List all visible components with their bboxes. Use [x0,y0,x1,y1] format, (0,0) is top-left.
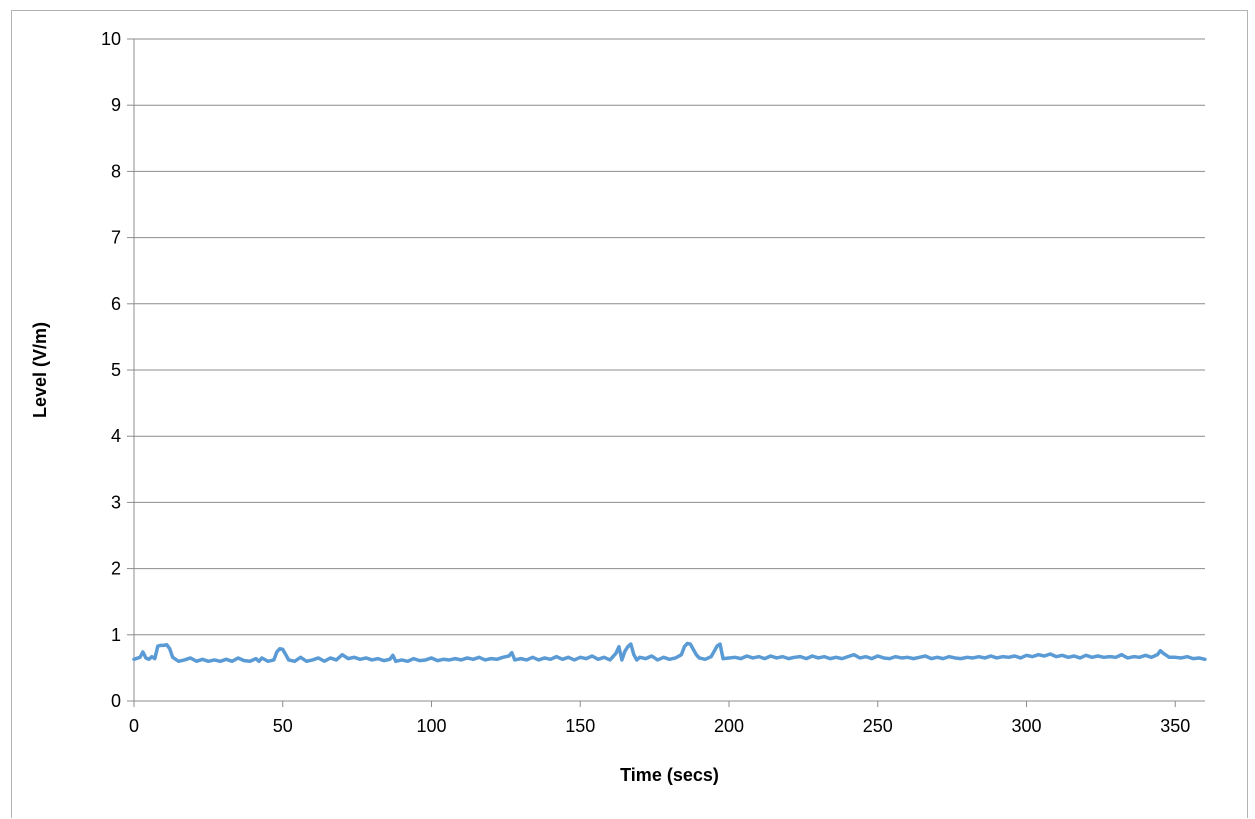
y-axis-title: Level (V/m) [30,322,50,418]
x-tick-label-350: 350 [1160,716,1190,736]
x-axis-title: Time (secs) [620,765,719,785]
y-tick-label-5: 5 [111,360,121,380]
y-tick-label-8: 8 [111,161,121,181]
y-tick-label-10: 10 [101,29,121,49]
axes [127,38,1205,707]
y-tick-label-0: 0 [111,691,121,711]
y-tick-label-1: 1 [111,625,121,645]
x-tick-label-100: 100 [416,716,446,736]
y-tick-label-7: 7 [111,228,121,248]
series-layer [132,641,1207,664]
x-tick-label-50: 50 [273,716,293,736]
y-tick-label-6: 6 [111,294,121,314]
series-line-0 [132,641,1207,664]
x-tick-label-200: 200 [714,716,744,736]
y-tick-label-3: 3 [111,492,121,512]
x-tick-label-0: 0 [129,716,139,736]
chart-area [11,10,1248,818]
gridlines [134,38,1205,636]
y-tick-label-4: 4 [111,426,121,446]
x-tick-label-250: 250 [863,716,893,736]
y-tick-label-2: 2 [111,559,121,579]
x-tick-label-300: 300 [1011,716,1041,736]
x-tick-label-150: 150 [565,716,595,736]
y-tick-label-9: 9 [111,95,121,115]
